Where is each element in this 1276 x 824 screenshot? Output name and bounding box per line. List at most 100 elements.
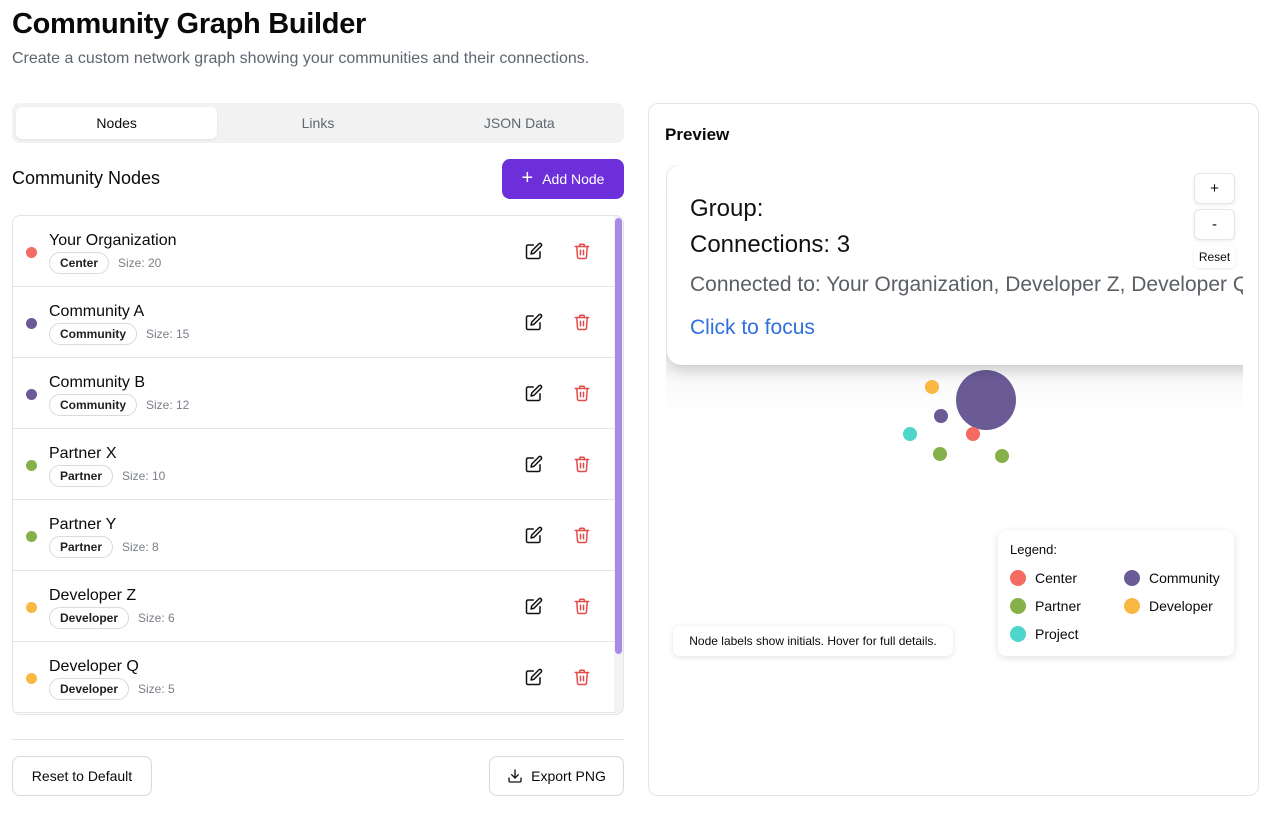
- export-png-button[interactable]: Export PNG: [489, 756, 624, 796]
- trash-icon[interactable]: [573, 668, 593, 688]
- trash-icon[interactable]: [573, 455, 593, 475]
- tab-links[interactable]: Links: [301, 115, 335, 131]
- graph-node[interactable]: [934, 409, 948, 423]
- node-color-dot: [26, 673, 37, 684]
- node-group-badge: Center: [49, 252, 110, 274]
- node-group-badge: Community: [49, 323, 137, 345]
- node-name: Developer Q: [49, 658, 139, 675]
- tooltip-connections: Connections: 3: [690, 231, 851, 258]
- node-size: Size: 20: [118, 256, 162, 270]
- graph-svg[interactable]: [666, 165, 1243, 685]
- graph-node[interactable]: [956, 370, 1016, 430]
- zoom-reset-button[interactable]: Reset: [1194, 245, 1235, 268]
- page-subtitle: Create a custom network graph showing yo…: [12, 50, 590, 67]
- node-tooltip: Group: Connections: 3 Connected to: Your…: [667, 165, 1243, 365]
- node-name: Partner X: [49, 445, 117, 462]
- node-list-item[interactable]: Developer Q Developer Size: 5: [13, 642, 623, 713]
- graph-node[interactable]: [903, 427, 917, 441]
- node-color-dot: [26, 602, 37, 613]
- edit-icon[interactable]: [525, 242, 545, 262]
- preview-card: Preview Group: Connections: 3 Connected …: [648, 103, 1259, 796]
- node-list-item[interactable]: Partner Y Partner Size: 8: [13, 500, 623, 571]
- node-group-badge: Developer: [49, 678, 130, 700]
- node-size: Size: 8: [122, 540, 159, 554]
- reset-to-default-button[interactable]: Reset to Default: [12, 756, 152, 796]
- node-color-dot: [26, 460, 37, 471]
- legend-item: Developer: [1124, 598, 1213, 614]
- tab-json-data[interactable]: JSON Data: [483, 115, 555, 131]
- node-list-item[interactable]: Partner X Partner Size: 10: [13, 429, 623, 500]
- edit-icon[interactable]: [525, 597, 545, 617]
- node-name: Your Organization: [49, 232, 177, 249]
- legend: Legend: Center Community Partner Developer P…: [998, 530, 1234, 656]
- node-size: Size: 12: [146, 398, 190, 412]
- node-name: Community B: [49, 374, 146, 391]
- tooltip-connected-to: Connected to: Your Organization, Develop…: [690, 273, 1243, 296]
- legend-dot: [1010, 598, 1026, 614]
- add-node-label: Add Node: [542, 171, 605, 187]
- node-list-item[interactable]: Community B Community Size: 12: [13, 358, 623, 429]
- edit-icon[interactable]: [525, 313, 545, 333]
- node-color-dot: [26, 247, 37, 258]
- node-list-item[interactable]: Your Organization Center Size: 20: [13, 216, 623, 287]
- node-group-badge: Partner: [49, 465, 114, 487]
- page-title: Community Graph Builder: [12, 8, 367, 40]
- scrollbar-thumb[interactable]: [615, 218, 622, 654]
- legend-title: Legend:: [1010, 542, 1057, 557]
- node-color-dot: [26, 531, 37, 542]
- export-png-label: Export PNG: [531, 768, 606, 784]
- edit-icon[interactable]: [525, 668, 545, 688]
- graph-node[interactable]: [995, 449, 1009, 463]
- node-size: Size: 5: [138, 682, 175, 696]
- legend-item: Partner: [1010, 598, 1081, 614]
- node-group-badge: Community: [49, 394, 137, 416]
- legend-dot: [1010, 626, 1026, 642]
- node-size: Size: 15: [146, 327, 190, 341]
- legend-dot: [1124, 570, 1140, 586]
- graph-node[interactable]: [925, 380, 939, 394]
- node-list-item[interactable]: Community A Community Size: 15: [13, 287, 623, 358]
- section-title: Community Nodes: [12, 168, 161, 188]
- edit-icon[interactable]: [525, 384, 545, 404]
- legend-label: Community: [1149, 570, 1220, 586]
- click-to-focus-link[interactable]: Click to focus: [690, 316, 815, 339]
- legend-label: Developer: [1149, 598, 1213, 614]
- graph-node[interactable]: [933, 447, 947, 461]
- hint-label: Node labels show initials. Hover for ful…: [673, 626, 953, 656]
- legend-label: Partner: [1035, 598, 1081, 614]
- preview-title: Preview: [665, 125, 730, 144]
- legend-dot: [1124, 598, 1140, 614]
- node-color-dot: [26, 318, 37, 329]
- download-icon: [507, 768, 523, 784]
- trash-icon[interactable]: [573, 242, 593, 262]
- node-size: Size: 10: [122, 469, 166, 483]
- zoom-out-button[interactable]: -: [1194, 209, 1235, 240]
- node-list-item[interactable]: Developer Z Developer Size: 6: [13, 571, 623, 642]
- legend-item: Project: [1010, 626, 1079, 642]
- node-color-dot: [26, 389, 37, 400]
- tab-bar: Nodes Links JSON Data: [12, 103, 624, 143]
- graph-background: [666, 355, 1243, 415]
- graph-node[interactable]: [966, 427, 980, 441]
- tab-nodes[interactable]: Nodes: [16, 107, 218, 139]
- node-group-badge: Partner: [49, 536, 114, 558]
- edit-icon[interactable]: [525, 455, 545, 475]
- scrollbar-track[interactable]: [614, 216, 623, 714]
- legend-label: Center: [1035, 570, 1078, 586]
- trash-icon[interactable]: [573, 526, 593, 546]
- trash-icon[interactable]: [573, 384, 593, 404]
- graph-canvas[interactable]: Group: Connections: 3 Connected to: Your…: [666, 165, 1243, 685]
- trash-icon[interactable]: [573, 313, 593, 333]
- legend-label: Project: [1035, 626, 1079, 642]
- node-list: Your Organization Center Size: 20 Community…: [12, 215, 624, 715]
- zoom-in-button[interactable]: +: [1194, 173, 1235, 204]
- node-group-badge: Developer: [49, 607, 130, 629]
- node-size: Size: 6: [138, 611, 175, 625]
- legend-item: Center: [1010, 570, 1077, 586]
- node-name: Community A: [49, 303, 145, 320]
- edit-icon[interactable]: [525, 526, 545, 546]
- add-node-button[interactable]: + Add Node: [502, 159, 624, 199]
- plus-icon: +: [521, 167, 534, 189]
- trash-icon[interactable]: [573, 597, 593, 617]
- node-name: Developer Z: [49, 587, 137, 604]
